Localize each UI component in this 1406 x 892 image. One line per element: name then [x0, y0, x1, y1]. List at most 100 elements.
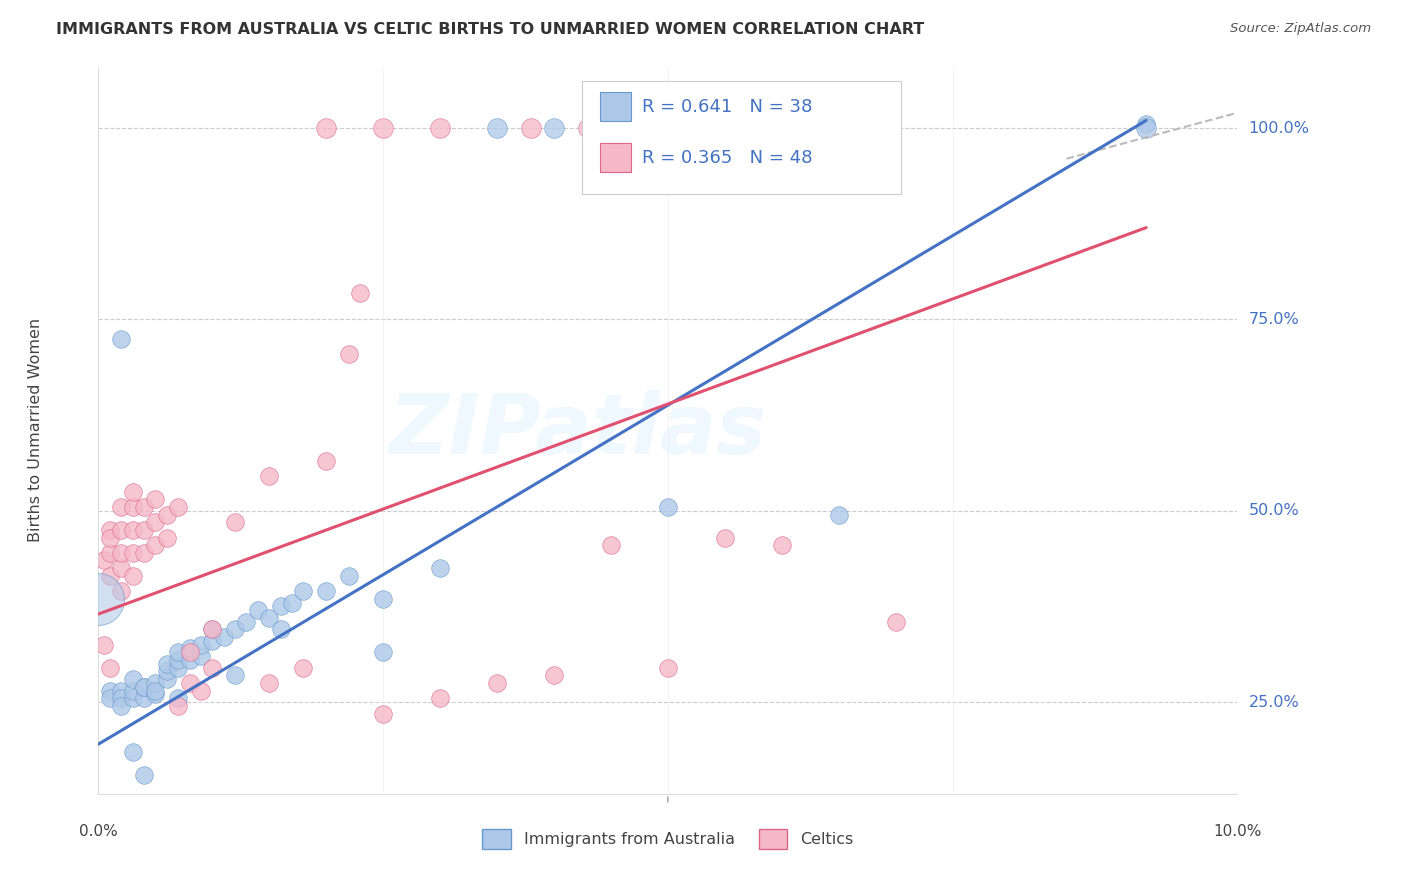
Point	[167, 500, 190, 514]
Point	[201, 623, 224, 637]
Point	[201, 633, 224, 648]
Point	[634, 121, 657, 136]
Point	[337, 347, 360, 361]
Point	[315, 121, 337, 136]
Text: IMMIGRANTS FROM AUSTRALIA VS CELTIC BIRTHS TO UNMARRIED WOMEN CORRELATION CHART: IMMIGRANTS FROM AUSTRALIA VS CELTIC BIRT…	[56, 22, 925, 37]
Point	[600, 121, 623, 136]
Point	[132, 523, 155, 537]
Point	[281, 596, 304, 610]
Point	[315, 454, 337, 468]
Point	[657, 500, 679, 514]
Point	[132, 691, 155, 706]
Point	[224, 623, 246, 637]
Point	[543, 121, 565, 136]
Point	[373, 645, 395, 659]
Point	[156, 672, 179, 686]
Point	[714, 121, 737, 136]
Point	[576, 121, 599, 136]
Text: 25.0%: 25.0%	[1249, 695, 1299, 709]
Point	[98, 569, 121, 583]
Point	[179, 645, 201, 659]
Point	[190, 683, 212, 698]
Point	[132, 500, 155, 514]
Point	[110, 584, 132, 599]
Point	[349, 285, 371, 300]
Point	[132, 768, 155, 782]
Point	[315, 584, 337, 599]
Point	[110, 523, 132, 537]
Point	[121, 546, 143, 560]
Text: Births to Unmarried Women: Births to Unmarried Women	[28, 318, 44, 542]
Point	[600, 538, 623, 552]
Point	[110, 691, 132, 706]
Point	[110, 332, 132, 346]
Text: ZIPatlas: ZIPatlas	[388, 390, 766, 471]
Point	[690, 121, 713, 136]
Point	[235, 615, 257, 629]
Point	[657, 660, 679, 674]
Point	[145, 538, 167, 552]
Point	[224, 668, 246, 682]
Point	[145, 687, 167, 701]
Point	[337, 569, 360, 583]
Point	[884, 615, 907, 629]
Point	[110, 683, 132, 698]
Point	[145, 676, 167, 690]
Legend: Immigrants from Australia, Celtics: Immigrants from Australia, Celtics	[475, 822, 860, 855]
Text: Source: ZipAtlas.com: Source: ZipAtlas.com	[1230, 22, 1371, 36]
Point	[87, 591, 110, 606]
Point	[121, 691, 143, 706]
Point	[156, 508, 179, 522]
Text: 50.0%: 50.0%	[1249, 503, 1299, 518]
Text: 75.0%: 75.0%	[1249, 312, 1299, 327]
Point	[828, 121, 851, 136]
Point	[156, 531, 179, 545]
Point	[657, 121, 679, 136]
Point	[486, 121, 509, 136]
Point	[770, 538, 793, 552]
Text: R = 0.641   N = 38: R = 0.641 N = 38	[641, 98, 813, 116]
Point	[292, 660, 315, 674]
Point	[179, 676, 201, 690]
Point	[1135, 121, 1157, 136]
Point	[110, 561, 132, 575]
Point	[828, 508, 851, 522]
Point	[110, 500, 132, 514]
Point	[259, 469, 281, 483]
Point	[373, 591, 395, 606]
Point	[110, 546, 132, 560]
Point	[167, 645, 190, 659]
Point	[121, 683, 143, 698]
Point	[132, 680, 155, 694]
Point	[292, 584, 315, 599]
Point	[179, 653, 201, 667]
Point	[714, 531, 737, 545]
Point	[145, 683, 167, 698]
Point	[212, 630, 235, 644]
Point	[1135, 117, 1157, 131]
Point	[121, 745, 143, 759]
Point	[121, 672, 143, 686]
Text: R = 0.365   N = 48: R = 0.365 N = 48	[641, 149, 813, 167]
Point	[98, 660, 121, 674]
Point	[224, 515, 246, 529]
Point	[270, 599, 292, 614]
Point	[543, 668, 565, 682]
Point	[98, 683, 121, 698]
Point	[373, 121, 395, 136]
Point	[201, 660, 224, 674]
Point	[246, 603, 269, 617]
Point	[748, 121, 770, 136]
Point	[520, 121, 543, 136]
Point	[429, 561, 451, 575]
Point	[98, 523, 121, 537]
FancyBboxPatch shape	[599, 144, 631, 172]
Point	[98, 691, 121, 706]
Point	[770, 121, 793, 136]
Point	[167, 691, 190, 706]
Point	[98, 546, 121, 560]
Point	[190, 649, 212, 664]
Point	[373, 706, 395, 721]
Point	[167, 698, 190, 713]
Point	[259, 676, 281, 690]
